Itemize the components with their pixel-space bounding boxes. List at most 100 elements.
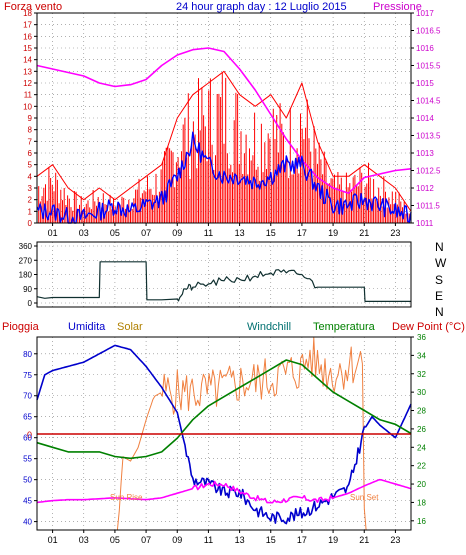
pressure-tick-label: 1014.5	[416, 97, 441, 106]
pressure-tick-label: 1014	[416, 114, 434, 123]
compass-s: S	[435, 273, 443, 287]
windchill-label: Windchill	[247, 321, 291, 333]
dew-point-tick-label: 24	[417, 443, 426, 452]
wind-tick-label: 1	[28, 207, 33, 216]
humidity-tick-label: 55	[23, 455, 32, 464]
hour-tick-label: 05	[110, 535, 120, 545]
sun-rise-label: Sun Rise	[110, 493, 143, 502]
pressure-ticks: 1011 1011.5 1012 1012.5 1013 1013.5 1014 1014.5…	[411, 9, 441, 228]
dew-point-tick-label: 20	[417, 480, 426, 489]
hour-tick-label: 01	[48, 228, 58, 238]
wind-tick-label: 12	[23, 79, 32, 88]
wind-tick-label: 16	[23, 32, 32, 41]
hour-tick-label: 17	[297, 228, 307, 238]
direction-line	[36, 261, 411, 302]
direction-tick-label: 270	[19, 256, 33, 265]
wind-pressure-panel: Forza vento 24 hour graph day : 12 Lugli…	[4, 1, 441, 238]
hour-tick-label: 05	[110, 228, 120, 238]
dew-point-tick-label: 18	[417, 498, 426, 507]
dew-point-tick-label: 30	[417, 388, 426, 397]
compass-w: W	[435, 256, 447, 270]
wind-tick-label: 14	[23, 56, 32, 65]
wind-direction-panel: 0 90 180 270 360 N W S E N	[19, 240, 447, 319]
humidity-tick-label: 80	[23, 350, 32, 359]
bottom-hour-ticks: 01 03 05 07 09 11 13 15 17 19 21 23	[48, 530, 400, 545]
wind-force-label: Forza vento	[4, 1, 62, 13]
humidity-label: Umidita	[68, 321, 106, 333]
wind-tick-label: 17	[23, 21, 32, 30]
compass-n-top: N	[435, 240, 444, 254]
dew-point-tick-label: 36	[417, 333, 426, 342]
hour-tick-label: 07	[141, 535, 151, 545]
hour-tick-label: 19	[328, 535, 338, 545]
humidity-temperature-panel: Pioggia Umidita Solar Windchill Temperat…	[2, 321, 465, 545]
dew-point-tick-label: 22	[417, 462, 426, 471]
dew-point-ticks: 16 18 20 22 24 26 28 30 32 34 36	[411, 333, 426, 526]
direction-tick-label: 360	[19, 242, 33, 251]
direction-tick-label: 90	[23, 285, 32, 294]
pressure-tick-label: 1016.5	[416, 27, 441, 36]
rain-label: Pioggia	[2, 321, 40, 333]
compass-labels: N W S E N	[435, 240, 447, 319]
sun-set-label: Sun Set	[350, 493, 379, 502]
hour-tick-label: 03	[79, 228, 89, 238]
wind-tick-label: 4	[28, 172, 33, 181]
pressure-tick-label: 1011.5	[416, 202, 440, 211]
hour-tick-label: 03	[79, 535, 89, 545]
hour-tick-label: 13	[235, 228, 245, 238]
temperature-label: Temperatura	[313, 321, 376, 333]
wind-gust-series	[36, 70, 412, 223]
wind-tick-label: 15	[23, 44, 32, 53]
compass-n-bottom: N	[435, 305, 444, 319]
pressure-tick-label: 1013.5	[416, 132, 441, 141]
dew-point-tick-label: 28	[417, 407, 426, 416]
humidity-tick-label: 65	[23, 413, 32, 422]
hour-tick-label: 11	[204, 228, 213, 238]
pressure-tick-label: 1011	[416, 219, 434, 228]
bottom-plot-frame	[36, 336, 412, 531]
compass-e: E	[435, 289, 443, 303]
hour-tick-label: 21	[359, 535, 369, 545]
humidity-tick-label: 70	[23, 392, 32, 401]
wind-tick-label: 3	[28, 184, 33, 193]
wind-tick-label: 13	[23, 67, 32, 76]
pressure-tick-label: 1017	[416, 9, 434, 18]
dew-point-series	[36, 478, 412, 504]
hour-tick-label: 23	[390, 228, 400, 238]
hour-tick-label: 19	[328, 228, 338, 238]
hour-tick-label: 17	[297, 535, 307, 545]
pressure-line	[36, 47, 412, 194]
dew-point-tick-label: 32	[417, 370, 426, 379]
hour-tick-label: 21	[359, 228, 369, 238]
hour-tick-label: 09	[172, 535, 182, 545]
wind-tick-label: 2	[28, 196, 33, 205]
humidity-ticks: 40 45 50 55 60 65 70 75 80	[23, 350, 37, 527]
wind-average-line	[36, 131, 412, 224]
wind-tick-label: 11	[24, 91, 33, 100]
direction-tick-label: 0	[28, 299, 33, 308]
dew-point-line	[36, 478, 412, 504]
temperature-series	[36, 359, 412, 460]
solar-label: Solar	[117, 321, 143, 333]
hour-tick-label: 23	[390, 535, 400, 545]
pressure-tick-label: 1015.5	[416, 62, 441, 71]
pressure-tick-label: 1015	[416, 79, 434, 88]
pressure-tick-label: 1012.5	[416, 167, 441, 176]
hour-tick-label: 15	[266, 228, 276, 238]
wind-tick-label: 5	[28, 161, 33, 170]
pressure-series	[36, 47, 412, 194]
wind-average-series	[36, 131, 412, 224]
humidity-tick-label: 40	[23, 518, 32, 527]
pressure-tick-label: 1016	[416, 44, 434, 53]
direction-tick-label: 180	[19, 271, 33, 280]
dew-point-tick-label: 16	[417, 517, 426, 526]
rain-zero-label: 0	[27, 430, 32, 440]
hour-tick-label: 11	[204, 535, 213, 545]
wind-tick-label: 18	[23, 9, 32, 18]
pressure-tick-label: 1012	[416, 184, 434, 193]
hour-tick-label: 01	[48, 535, 58, 545]
wind-tick-label: 10	[23, 102, 32, 111]
